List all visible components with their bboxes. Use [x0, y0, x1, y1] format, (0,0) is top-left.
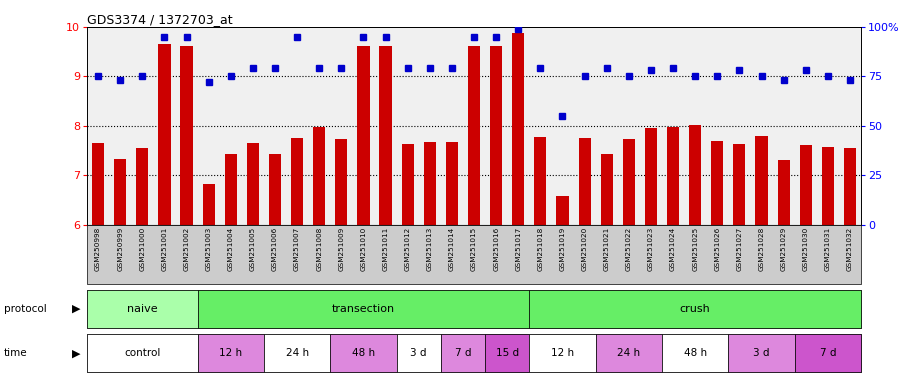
Text: 48 h: 48 h — [352, 348, 375, 358]
Text: GSM251005: GSM251005 — [250, 227, 256, 271]
Bar — [689, 125, 702, 225]
Text: GSM251006: GSM251006 — [272, 227, 278, 271]
Text: GSM251024: GSM251024 — [671, 227, 676, 271]
Text: naive: naive — [127, 304, 158, 314]
Text: GSM251014: GSM251014 — [449, 227, 455, 271]
Bar — [158, 44, 170, 225]
Bar — [667, 127, 679, 225]
Text: 7 d: 7 d — [454, 348, 471, 358]
Bar — [446, 142, 458, 225]
Text: 24 h: 24 h — [617, 348, 640, 358]
Bar — [180, 46, 192, 225]
Bar — [734, 144, 746, 225]
Text: GSM251020: GSM251020 — [582, 227, 587, 271]
Bar — [335, 139, 347, 225]
Bar — [379, 46, 392, 225]
Text: GSM251004: GSM251004 — [228, 227, 234, 271]
Bar — [313, 127, 325, 225]
Text: crush: crush — [680, 304, 711, 314]
Text: GSM251032: GSM251032 — [847, 227, 853, 271]
Bar — [645, 128, 657, 225]
Text: protocol: protocol — [4, 304, 47, 314]
Bar — [512, 33, 524, 225]
Bar — [92, 143, 104, 225]
Bar — [844, 148, 856, 225]
Bar — [534, 137, 547, 225]
Text: GSM251002: GSM251002 — [183, 227, 190, 271]
Text: GSM251009: GSM251009 — [338, 227, 344, 271]
Bar — [579, 138, 591, 225]
Text: GSM251021: GSM251021 — [604, 227, 610, 271]
Bar — [756, 136, 768, 225]
Text: GSM251027: GSM251027 — [736, 227, 742, 271]
Text: GSM251029: GSM251029 — [780, 227, 787, 271]
Text: GSM251025: GSM251025 — [692, 227, 698, 271]
Bar — [401, 144, 414, 225]
Bar — [291, 138, 303, 225]
Bar — [822, 147, 834, 225]
Bar — [468, 46, 480, 225]
Text: 48 h: 48 h — [683, 348, 707, 358]
Text: GSM251017: GSM251017 — [516, 227, 521, 271]
Bar — [202, 184, 214, 225]
Text: 24 h: 24 h — [286, 348, 309, 358]
Bar — [224, 154, 237, 225]
Text: GSM251023: GSM251023 — [648, 227, 654, 271]
Text: 3 d: 3 d — [410, 348, 427, 358]
Text: GSM251011: GSM251011 — [383, 227, 388, 271]
Text: time: time — [4, 348, 27, 358]
Text: GSM251001: GSM251001 — [161, 227, 168, 271]
Text: GSM251003: GSM251003 — [206, 227, 212, 271]
Text: control: control — [125, 348, 160, 358]
Bar — [357, 46, 369, 225]
Bar — [424, 142, 436, 225]
Text: GSM251012: GSM251012 — [405, 227, 410, 271]
Text: GSM251007: GSM251007 — [294, 227, 300, 271]
Text: GSM251013: GSM251013 — [427, 227, 432, 271]
Text: ▶: ▶ — [71, 348, 81, 358]
Text: GSM250999: GSM250999 — [117, 227, 123, 271]
Text: GSM251031: GSM251031 — [825, 227, 831, 271]
Bar — [623, 139, 635, 225]
Text: transection: transection — [332, 304, 395, 314]
Bar — [136, 148, 148, 225]
Bar — [800, 144, 812, 225]
Text: GSM251022: GSM251022 — [626, 227, 632, 271]
Text: GSM250998: GSM250998 — [95, 227, 101, 271]
Bar — [246, 143, 259, 225]
Text: GSM251010: GSM251010 — [361, 227, 366, 271]
Text: GSM251026: GSM251026 — [714, 227, 720, 271]
Bar — [269, 154, 281, 225]
Text: GSM251030: GSM251030 — [802, 227, 809, 271]
Text: GSM251008: GSM251008 — [316, 227, 322, 271]
Text: 3 d: 3 d — [753, 348, 769, 358]
Text: 12 h: 12 h — [219, 348, 243, 358]
Bar — [114, 159, 126, 225]
Text: GSM251028: GSM251028 — [758, 227, 765, 271]
Bar — [601, 154, 613, 225]
Text: 15 d: 15 d — [496, 348, 518, 358]
Text: GSM251015: GSM251015 — [471, 227, 477, 271]
Bar — [490, 46, 502, 225]
Bar — [556, 197, 569, 225]
Text: 12 h: 12 h — [551, 348, 574, 358]
Text: 7 d: 7 d — [820, 348, 836, 358]
Text: ▶: ▶ — [71, 304, 81, 314]
Text: GSM251016: GSM251016 — [493, 227, 499, 271]
Bar — [778, 161, 790, 225]
Text: GDS3374 / 1372703_at: GDS3374 / 1372703_at — [87, 13, 233, 26]
Bar — [711, 141, 724, 225]
Text: GSM251000: GSM251000 — [139, 227, 146, 271]
Text: GSM251018: GSM251018 — [538, 227, 543, 271]
Text: GSM251019: GSM251019 — [560, 227, 565, 271]
